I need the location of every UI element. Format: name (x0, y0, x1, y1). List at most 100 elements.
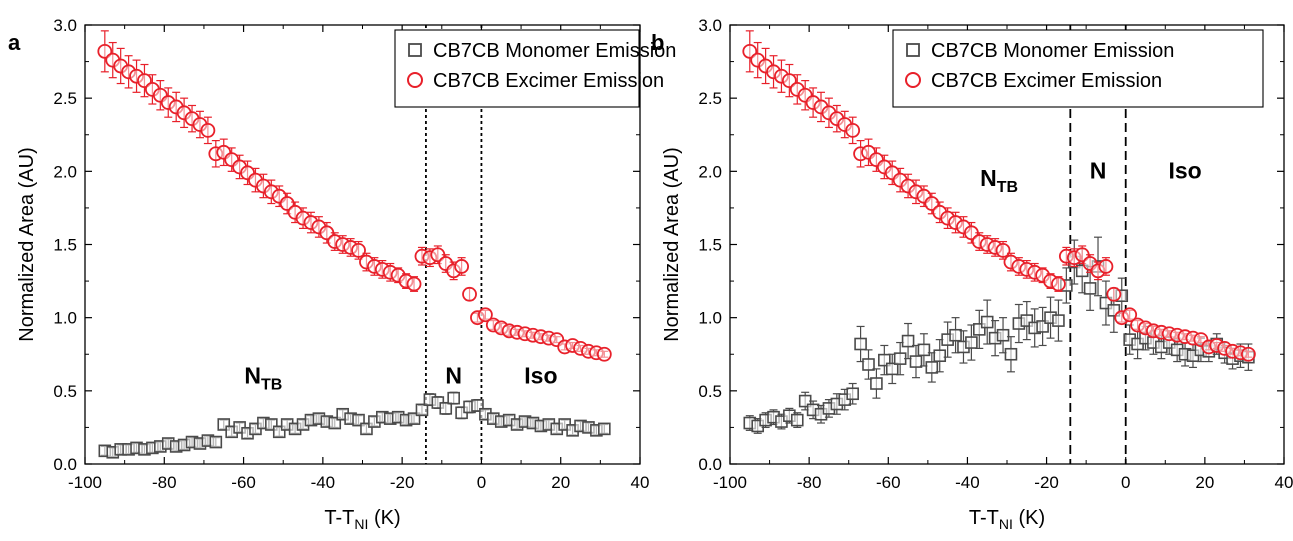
x-axis-label-tail: (K) (1013, 507, 1045, 529)
data-point (265, 418, 278, 431)
phase-label-main: Iso (1168, 158, 1201, 184)
legend-marker-circle (407, 72, 423, 88)
data-point (447, 391, 460, 405)
phase-label-main: N (244, 363, 261, 389)
data-point (870, 377, 883, 390)
series-monomer (98, 391, 611, 459)
y-tick-label: 1.0 (698, 309, 722, 328)
y-tick-label: 1.5 (698, 236, 722, 255)
legend: CB7CB Monomer Emission CB7CB Excimer Emis… (892, 29, 1264, 108)
data-point (1083, 282, 1097, 295)
data-point (407, 412, 421, 425)
data-point (1106, 286, 1122, 302)
data-point (845, 122, 861, 138)
y-axis-label: Normalized Area (AU) (16, 147, 38, 342)
data-point (1240, 346, 1256, 362)
data-point (1122, 307, 1138, 323)
data-point (846, 387, 859, 401)
data-point (360, 422, 373, 436)
y-tick-label: 0.0 (53, 455, 77, 474)
series-excimer (97, 30, 612, 362)
data-point (1004, 347, 1018, 361)
data-point (462, 286, 477, 302)
y-tick-label: 2.5 (698, 89, 722, 108)
x-tick-label: -60 (231, 473, 256, 492)
x-tick-label: -40 (955, 473, 980, 492)
legend-box (892, 29, 1264, 108)
data-point (995, 242, 1011, 258)
data-point (885, 362, 899, 376)
data-point (965, 336, 978, 349)
x-tick-label: -20 (390, 473, 415, 492)
data-point (415, 403, 429, 417)
phase-label: N (1090, 158, 1107, 184)
data-point (200, 122, 216, 138)
x-tick-label: 20 (551, 473, 570, 492)
data-point (925, 361, 939, 374)
data-point (596, 346, 612, 362)
data-point (854, 337, 867, 351)
data-point (862, 358, 875, 371)
data-point (217, 418, 231, 431)
legend-entry: CB7CB Excimer Emission (931, 70, 1162, 92)
legend-entry: CB7CB Monomer Emission (931, 40, 1174, 62)
data-point (1051, 276, 1066, 292)
data-point (1107, 304, 1121, 317)
data-point (933, 349, 947, 363)
phase-label: NTB (980, 165, 1018, 196)
phase-label-main: N (980, 165, 997, 191)
y-tick-label: 0.5 (698, 382, 722, 401)
data-point (328, 416, 342, 430)
data-point (454, 259, 470, 274)
y-tick-label: 0.5 (53, 382, 77, 401)
data-point (909, 355, 923, 368)
x-tick-label: 0 (1121, 473, 1130, 492)
x-tick-label: 20 (1195, 473, 1214, 492)
legend-marker-square (906, 43, 920, 57)
panel-a: -100 -80 -60 -40 -20 0 20 40 0.0 0.5 1.0 1.5 2.0 2.5 3… (8, 16, 676, 532)
phase-label: Iso (524, 363, 557, 389)
data-point (439, 402, 453, 415)
data-point (352, 413, 365, 427)
x-axis-label-sub: NI (354, 516, 368, 532)
panel-label: a (8, 30, 21, 55)
y-tick-label: 0.0 (698, 455, 722, 474)
data-point (972, 323, 986, 336)
x-tick-label: -20 (1034, 473, 1059, 492)
y-tick-label: 2.0 (53, 162, 77, 181)
x-tick-label: -80 (152, 473, 177, 492)
data-point (1098, 259, 1114, 274)
x-tick-label: -100 (68, 473, 102, 492)
y-axis-label: Normalized Area (AU) (661, 147, 683, 342)
y-tick-label: 1.0 (53, 309, 77, 328)
y-tick-label: 2.5 (53, 89, 77, 108)
x-axis-label: T-TNI (K) (969, 507, 1045, 532)
data-point (272, 425, 286, 439)
x-axis-label-main: T-T (969, 507, 999, 529)
panel-label: b (651, 30, 664, 55)
x-axis-label-tail: (K) (368, 507, 400, 529)
phase-label: NTB (244, 363, 282, 394)
phase-label-main: Iso (524, 363, 557, 389)
data-point (901, 334, 915, 348)
data-point (790, 413, 804, 427)
legend-marker-square (408, 43, 422, 57)
x-tick-label: 40 (1275, 473, 1293, 492)
x-axis-label-main: T-T (324, 507, 354, 529)
x-tick-label: 40 (631, 473, 650, 492)
data-point (1036, 320, 1049, 333)
data-point (917, 343, 931, 357)
y-tick-label: 1.5 (53, 236, 77, 255)
data-point (878, 353, 891, 367)
data-point (406, 276, 422, 292)
data-point (351, 242, 366, 258)
legend-marker-circle (905, 72, 921, 88)
phase-label-main: N (1090, 158, 1107, 184)
phase-label-sub: TB (997, 179, 1018, 196)
data-point (949, 328, 962, 342)
data-point (1052, 314, 1065, 327)
phase-label-main: N (445, 363, 462, 389)
series-excimer (742, 30, 1256, 362)
